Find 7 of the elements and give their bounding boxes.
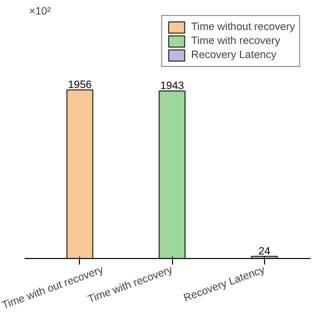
data-label: 24 [258, 245, 270, 258]
data-label: 1956 [68, 78, 92, 91]
legend-label: Time without recovery [191, 20, 295, 34]
data-label: 1943 [160, 80, 184, 92]
legend-label: Time with recovery [191, 34, 280, 48]
text: ×10² [29, 6, 52, 18]
legend-label: Recovery Latency [191, 48, 276, 62]
